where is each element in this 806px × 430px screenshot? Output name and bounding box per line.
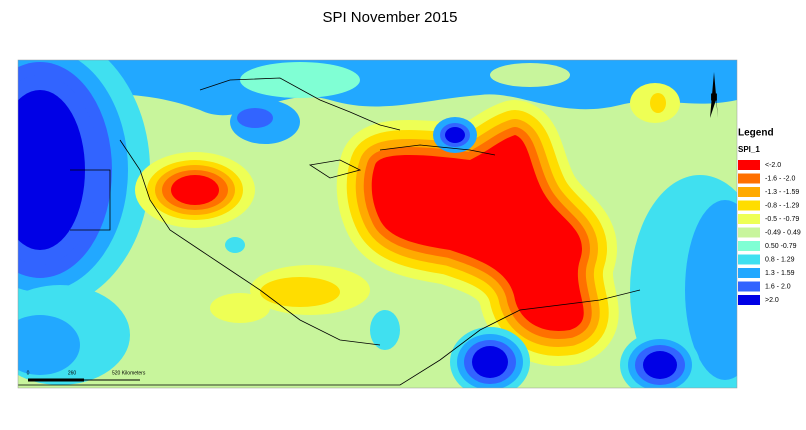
legend-swatch — [738, 173, 760, 184]
title: SPI November 2015 — [322, 9, 457, 26]
scale-label: 520 Kilometers — [112, 370, 146, 376]
legend-swatch — [738, 281, 760, 292]
scale-bar: 0 260 520 Kilometers — [27, 370, 146, 382]
legend-swatch — [738, 187, 760, 197]
spi-zone — [237, 108, 273, 128]
spi-zone — [472, 346, 508, 378]
legend-label: >2.0 — [765, 297, 779, 304]
north-label: N — [710, 93, 717, 104]
spi-zone — [445, 127, 465, 143]
legend-label: 1.3 - 1.59 — [765, 270, 795, 277]
legend-label: 0.8 - 1.29 — [765, 256, 795, 263]
spi-zone — [643, 351, 677, 379]
legend-label: -0.8 - -1.29 — [765, 202, 799, 209]
legend-label: -0.5 - -0.79 — [765, 216, 799, 223]
spi-surface — [18, 60, 737, 388]
legend-label: -0.49 - 0.49 — [765, 229, 801, 236]
spi-zone — [210, 293, 270, 323]
spi-zone — [240, 62, 360, 98]
legend-label: -1.3 - -1.59 — [765, 189, 799, 196]
legend-title: Legend — [738, 128, 774, 139]
spi-zone — [18, 90, 85, 250]
spi-zone — [650, 93, 666, 113]
spi-zone — [370, 310, 400, 350]
legend-label: 1.6 - 2.0 — [765, 283, 791, 290]
spi-zone — [260, 277, 340, 307]
spi-zone — [685, 200, 737, 380]
legend-swatch — [738, 160, 760, 170]
legend-label: <-2.0 — [765, 162, 781, 169]
scale-label: 260 — [68, 370, 77, 376]
legend-field: SPI_1 — [738, 145, 760, 154]
legend-swatch — [738, 241, 760, 251]
legend-swatch — [738, 295, 760, 305]
spi-zone — [171, 175, 219, 205]
north-arrow: N — [710, 72, 718, 118]
legend-swatch — [738, 227, 760, 238]
legend-label: -1.6 - -2.0 — [765, 175, 795, 182]
legend-swatch — [738, 200, 760, 211]
legend-swatch — [738, 214, 760, 224]
scale-label: 0 — [27, 370, 30, 376]
legend: <-2.0 -1.6 - -2.0 -1.3 - -1.59 -0.8 - -1.29… — [738, 160, 801, 305]
spi-zone — [490, 63, 570, 87]
spi-zone — [371, 135, 584, 331]
legend-label: 0.50 -0.79 — [765, 243, 797, 250]
spi-zone — [18, 315, 80, 375]
spi-zone — [225, 237, 245, 253]
legend-swatch — [738, 254, 760, 265]
legend-swatch — [738, 268, 760, 278]
